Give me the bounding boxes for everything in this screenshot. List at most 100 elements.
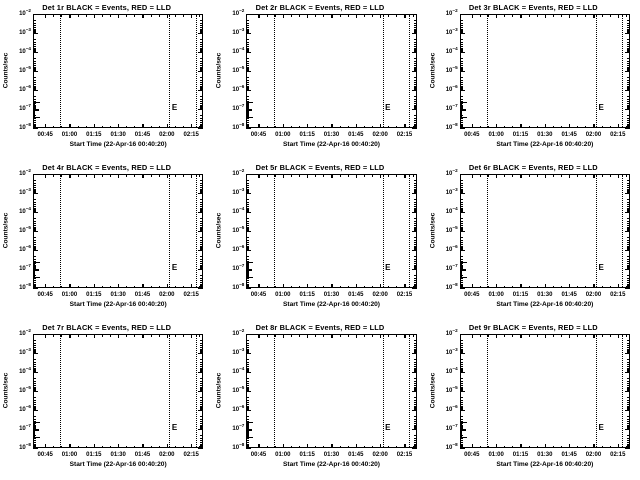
y-minor-tick: [459, 287, 463, 289]
y-minor-tick: [459, 283, 463, 285]
x-minor-tick: [299, 285, 301, 288]
x-tick-label: 01:45: [348, 292, 364, 298]
y-minor-tick: [626, 407, 630, 409]
y-minor-tick: [626, 120, 630, 122]
x-tick-mark: [142, 124, 144, 128]
y-minor-tick: [246, 61, 250, 63]
x-tick-mark: [404, 174, 406, 178]
x-minor-tick: [528, 285, 530, 288]
y-minor-tick: [200, 358, 204, 360]
y-tick-mark: [459, 71, 465, 73]
y-tick-mark: [33, 334, 38, 336]
x-tick-label: 01:45: [348, 452, 364, 458]
y-minor-tick: [626, 108, 630, 110]
x-tick-mark: [282, 284, 285, 288]
y-minor-tick: [626, 400, 630, 402]
y-minor-tick: [200, 107, 204, 109]
x-tick-mark: [331, 284, 333, 288]
y-tick-label: 10−7: [445, 103, 458, 112]
y-minor-tick: [246, 31, 250, 33]
y-minor-tick: [626, 47, 630, 49]
y-tick-mark: [411, 193, 417, 195]
y-minor-tick: [413, 385, 417, 387]
x-tick-label: 02:15: [610, 452, 626, 458]
y-minor-tick: [200, 443, 204, 445]
y-minor-tick: [33, 405, 36, 407]
y-minor-tick: [413, 57, 417, 59]
y-minor-tick: [626, 443, 630, 445]
x-minor-tick: [585, 285, 587, 288]
y-minor-tick: [33, 383, 36, 385]
y-tick-mark: [624, 193, 630, 195]
y-minor-tick: [33, 249, 36, 251]
y-minor-tick: [200, 31, 204, 33]
y-tick-label: 10−5: [232, 225, 245, 234]
x-minor-tick: [77, 285, 79, 288]
y-minor-tick: [246, 209, 250, 211]
x-minor-tick: [61, 285, 63, 288]
y-tick-mark: [198, 250, 204, 252]
y-minor-tick: [626, 101, 630, 103]
y-minor-tick: [33, 206, 36, 208]
y-minor-tick: [33, 192, 36, 194]
y-tick-mark: [411, 90, 417, 92]
y-tick-mark: [459, 250, 465, 252]
vertical-marker-line: [622, 175, 624, 287]
y-minor-tick: [626, 255, 630, 257]
y-minor-tick: [33, 247, 36, 249]
plot-frame: [459, 334, 630, 448]
y-minor-tick: [413, 400, 417, 402]
x-tick-mark: [166, 124, 169, 128]
x-minor-tick: [504, 125, 506, 128]
y-minor-tick: [626, 46, 630, 48]
x-minor-tick: [609, 334, 611, 337]
y-minor-tick: [33, 389, 36, 391]
y-minor-tick: [246, 76, 250, 78]
x-tick-mark: [93, 444, 96, 448]
y-minor-tick: [413, 362, 417, 364]
y-minor-tick: [200, 217, 204, 219]
y-minor-tick: [33, 51, 36, 53]
y-minor-tick: [459, 386, 463, 388]
x-minor-tick: [199, 445, 201, 448]
y-minor-tick: [33, 285, 36, 287]
y-minor-tick: [413, 366, 417, 368]
y-tick-label: 10−7: [19, 103, 31, 112]
x-tick-mark: [617, 174, 620, 178]
y-tick-mark: [33, 231, 38, 233]
y-minor-tick: [200, 426, 204, 428]
x-minor-tick: [61, 445, 63, 448]
x-tick-mark: [166, 444, 169, 448]
x-tick-mark: [380, 124, 382, 128]
y-minor-tick: [246, 446, 250, 448]
x-minor-tick: [552, 285, 554, 288]
y-minor-tick: [459, 80, 463, 82]
y-minor-tick: [200, 396, 204, 398]
y-minor-tick: [246, 282, 250, 284]
y-axis-label: Counts/sec: [215, 372, 223, 409]
y-minor-tick: [459, 248, 463, 250]
x-minor-tick: [126, 174, 128, 177]
x-tick-label: 01:45: [134, 452, 151, 458]
y-minor-tick: [459, 408, 463, 410]
y-minor-tick: [459, 123, 463, 125]
y-minor-tick: [459, 240, 463, 242]
vertical-marker-line: [622, 335, 624, 447]
y-minor-tick: [246, 187, 250, 189]
y-minor-tick: [413, 440, 417, 442]
x-tick-mark: [69, 124, 71, 128]
y-minor-tick: [459, 206, 463, 208]
y-minor-tick: [33, 25, 36, 27]
y-minor-tick: [626, 118, 630, 120]
x-tick-mark: [544, 14, 547, 18]
x-tick-mark: [544, 124, 547, 128]
x-minor-tick: [388, 125, 390, 128]
y-minor-tick: [459, 223, 463, 225]
y-minor-tick: [33, 408, 36, 410]
y-minor-tick: [626, 261, 630, 263]
panel-title: Det 7r BLACK = Events, RED = LLD: [42, 323, 172, 332]
plot-frame: [459, 174, 630, 288]
y-minor-tick: [413, 339, 417, 341]
y-minor-tick: [33, 42, 36, 44]
y-minor-tick: [200, 266, 204, 268]
